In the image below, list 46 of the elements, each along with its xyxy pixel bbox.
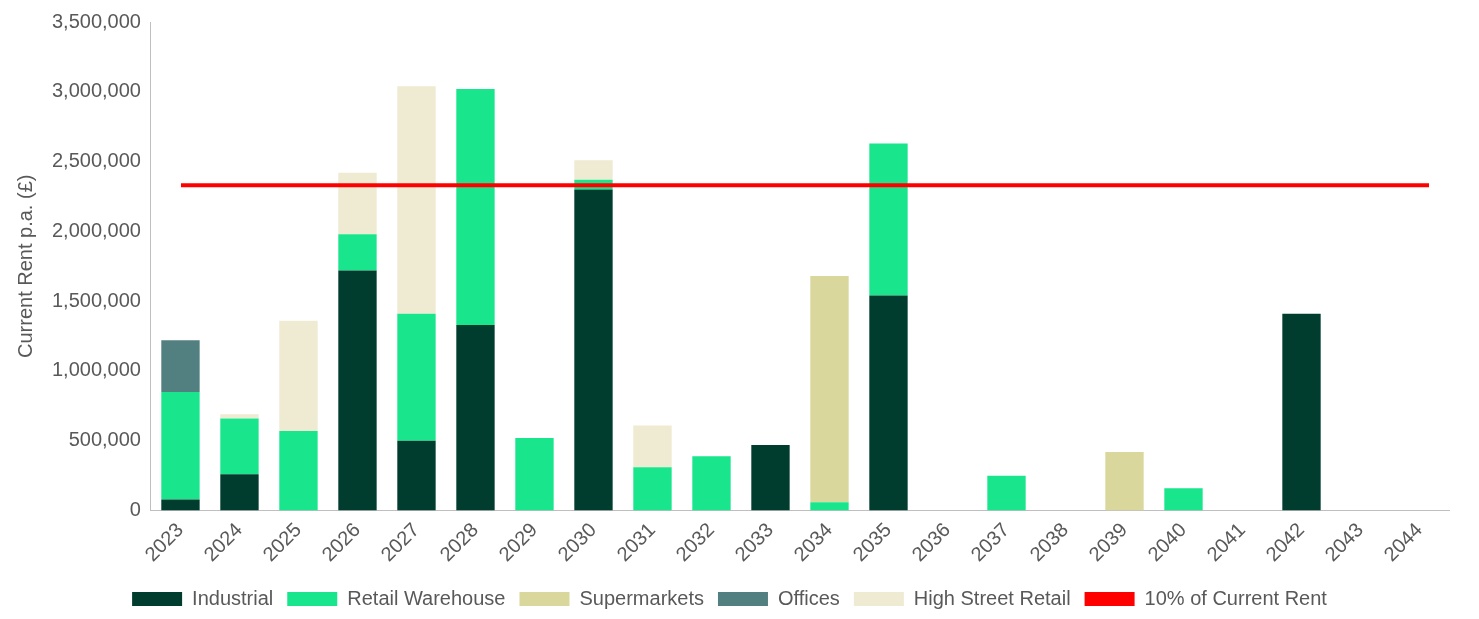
bar	[456, 89, 495, 325]
bar	[161, 391, 200, 500]
bar	[1105, 451, 1144, 511]
y-tick-label: 3,000,000	[51, 79, 141, 102]
legend-label: Offices	[777, 586, 840, 609]
y-tick-label: 1,000,000	[51, 358, 141, 381]
bar	[161, 499, 200, 511]
y-tick-label: 2,000,000	[51, 218, 141, 241]
bar	[1164, 488, 1203, 511]
bar	[574, 189, 613, 511]
bar	[338, 234, 377, 271]
bar	[220, 414, 259, 419]
bar	[869, 295, 908, 511]
bar	[692, 456, 731, 511]
y-tick-label: 500,000	[68, 428, 141, 451]
bar	[279, 320, 318, 431]
legend-label: Supermarkets	[579, 586, 704, 609]
bar	[515, 437, 554, 511]
y-tick-label: 1,500,000	[51, 288, 141, 311]
bar	[161, 340, 200, 392]
bar	[279, 431, 318, 511]
legend-label: High Street Retail	[913, 586, 1071, 609]
bar	[987, 475, 1026, 511]
legend-label: 10% of Current Rent	[1144, 586, 1328, 609]
bar	[810, 276, 849, 503]
bar	[751, 444, 790, 511]
legend-label: Industrial	[192, 586, 274, 609]
bar	[869, 143, 908, 296]
bar	[1282, 313, 1321, 511]
bar	[220, 418, 259, 475]
bar	[456, 324, 495, 511]
y-tick-label: 2,500,000	[51, 149, 141, 172]
bar	[810, 502, 849, 511]
bar	[397, 313, 436, 441]
y-tick-label: 3,500,000	[51, 9, 141, 32]
bar	[220, 474, 259, 511]
bar	[574, 160, 613, 180]
bar	[338, 172, 377, 235]
bar	[633, 467, 672, 511]
bar	[338, 270, 377, 511]
bar	[633, 425, 672, 468]
bar	[397, 440, 436, 511]
bar	[397, 86, 436, 314]
legend-label: Retail Warehouse	[347, 586, 506, 609]
y-tick-label: 0	[129, 498, 141, 521]
y-axis-title: Current Rent p.a. (£)	[13, 174, 36, 358]
